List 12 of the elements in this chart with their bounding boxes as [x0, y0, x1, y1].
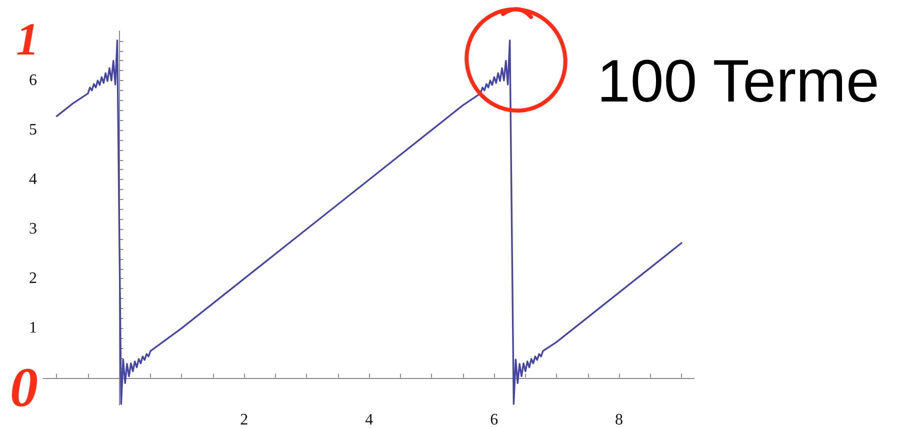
text: 0 — [10, 357, 38, 419]
y-tick-label: 1 — [29, 320, 37, 337]
x-tick-label: 4 — [365, 412, 374, 428]
y-tick-label: 4 — [29, 171, 37, 188]
y-tick-label: 6 — [29, 72, 37, 90]
x-tick-label: 2 — [240, 412, 248, 428]
x-tick-label: 6 — [490, 412, 498, 428]
y-tick-label: 3 — [29, 220, 37, 238]
chart-title: 100 Terme — [597, 48, 880, 114]
x-tick-label: 8 — [615, 412, 624, 428]
y-tick-label: 2 — [29, 270, 37, 288]
y-tick-label: 5 — [29, 122, 37, 139]
